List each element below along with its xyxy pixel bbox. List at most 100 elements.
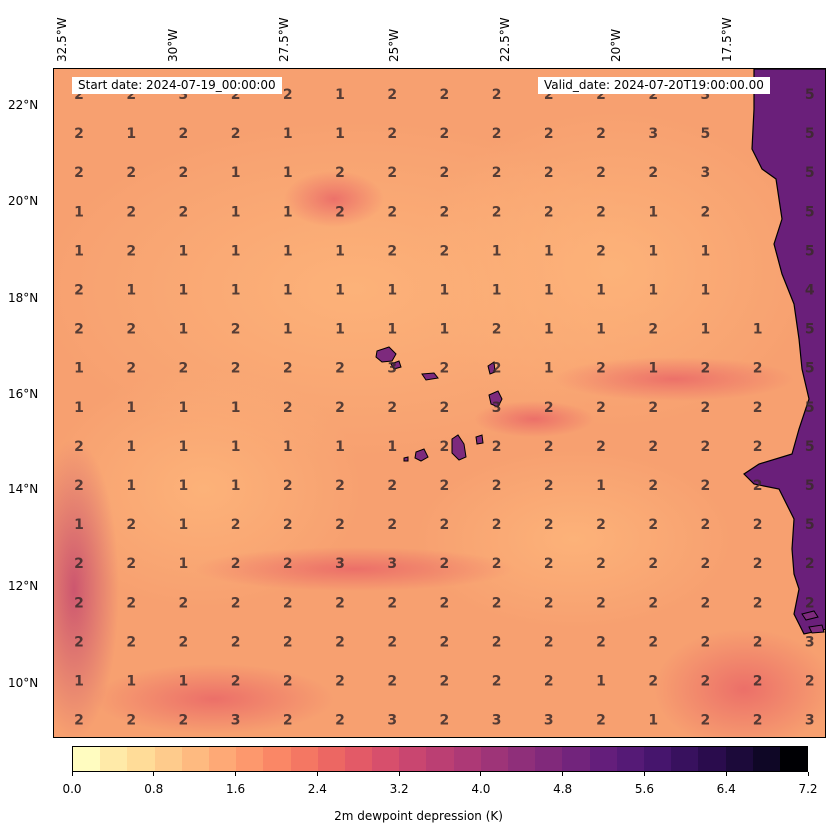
grid-value: 2 <box>648 87 658 103</box>
island <box>808 624 825 634</box>
grid-value: 2 <box>335 517 345 533</box>
island <box>801 610 819 621</box>
grid-value: 2 <box>440 361 450 377</box>
grid-value: 2 <box>544 478 554 494</box>
grid-value: 1 <box>231 400 241 416</box>
grid-value: 1 <box>179 400 189 416</box>
grid-value: 2 <box>701 674 711 690</box>
colorbar-segment <box>154 747 182 771</box>
grid-value: 2 <box>335 478 345 494</box>
colorbar-segment <box>616 747 644 771</box>
grid-value: 2 <box>596 634 606 650</box>
grid-value: 2 <box>387 674 397 690</box>
colorbar-tick-label: 5.6 <box>634 782 654 796</box>
grid-value: 2 <box>701 361 711 377</box>
grid-value: 2 <box>492 595 502 611</box>
colorbar-tick <box>398 772 400 776</box>
grid-value: 2 <box>335 713 345 729</box>
grid-value: 2 <box>179 361 189 377</box>
grid-value: 2 <box>126 87 136 103</box>
grid-value: 3 <box>387 361 397 377</box>
colorbar-tick-label: 6.4 <box>716 782 736 796</box>
grid-value: 2 <box>701 634 711 650</box>
grid-value: 2 <box>753 713 763 729</box>
field-dark-region <box>94 664 334 734</box>
colorbar-tick-label: 0.0 <box>62 782 82 796</box>
colorbar-segment <box>725 747 753 771</box>
lat-label: 20°N <box>8 194 39 208</box>
grid-value: 2 <box>179 713 189 729</box>
grid-value: 1 <box>335 87 345 103</box>
grid-value: 5 <box>805 400 815 416</box>
grid-value: 2 <box>701 517 711 533</box>
grid-value: 1 <box>74 361 84 377</box>
colorbar-segment <box>643 747 672 771</box>
grid-value: 2 <box>231 556 241 572</box>
start-date-label: Start date: 2024-07-19_00:00:00 <box>72 77 282 94</box>
field-dark-region <box>654 629 825 737</box>
grid-value: 2 <box>544 674 554 690</box>
grid-value: 3 <box>544 713 554 729</box>
grid-value: 2 <box>701 556 711 572</box>
grid-value: 5 <box>805 517 815 533</box>
grid-value: 1 <box>335 322 345 338</box>
lon-label: 27.5°W <box>277 17 291 62</box>
grid-value: 5 <box>805 126 815 142</box>
grid-value: 1 <box>701 322 711 338</box>
island <box>451 434 467 461</box>
grid-value: 2 <box>74 87 84 103</box>
grid-value: 1 <box>283 439 293 455</box>
lat-label: 10°N <box>8 676 39 690</box>
grid-value: 1 <box>544 322 554 338</box>
colorbar-segment <box>208 747 237 771</box>
colorbar-tick-label: 2.4 <box>307 782 327 796</box>
grid-value: 2 <box>805 556 815 572</box>
island <box>375 346 397 363</box>
grid-value: 1 <box>126 478 136 494</box>
grid-value: 2 <box>440 595 450 611</box>
grid-value: 2 <box>596 165 606 181</box>
grid-value: 1 <box>74 674 84 690</box>
grid-value: 2 <box>179 634 189 650</box>
colorbar-segment <box>317 747 345 771</box>
colorbar-segment <box>372 747 400 771</box>
grid-value: 1 <box>179 517 189 533</box>
grid-value: 2 <box>126 517 136 533</box>
grid-value: 2 <box>283 595 293 611</box>
grid-value: 1 <box>283 243 293 259</box>
grid-value: 2 <box>335 165 345 181</box>
field-dark-region <box>284 171 384 227</box>
grid-value: 3 <box>387 713 397 729</box>
colorbar-tick <box>562 772 564 776</box>
grid-value: 2 <box>492 204 502 220</box>
island <box>488 390 503 408</box>
grid-value: 2 <box>231 674 241 690</box>
grid-value: 2 <box>805 674 815 690</box>
grid-value: 3 <box>805 713 815 729</box>
colorbar-tick <box>807 772 809 776</box>
grid-value: 1 <box>335 126 345 142</box>
grid-value: 1 <box>231 165 241 181</box>
grid-value: 2 <box>335 361 345 377</box>
grid-value: 3 <box>387 556 397 572</box>
grid-value: 2 <box>283 478 293 494</box>
grid-value: 3 <box>231 713 241 729</box>
grid-value: 2 <box>387 87 397 103</box>
grid-value: 5 <box>701 126 711 142</box>
grid-value: 2 <box>335 204 345 220</box>
grid-value: 1 <box>179 439 189 455</box>
grid-value: 2 <box>648 634 658 650</box>
grid-value: 1 <box>283 165 293 181</box>
grid-value: 2 <box>492 87 502 103</box>
grid-value: 2 <box>440 674 450 690</box>
grid-value: 2 <box>596 204 606 220</box>
lat-label: 22°N <box>8 98 39 112</box>
grid-value: 1 <box>126 400 136 416</box>
grid-value: 2 <box>126 361 136 377</box>
field-dark-region <box>554 357 794 401</box>
grid-value: 2 <box>544 87 554 103</box>
island <box>487 361 496 375</box>
grid-value: 1 <box>283 204 293 220</box>
grid-value: 1 <box>74 517 84 533</box>
grid-value: 1 <box>74 400 84 416</box>
